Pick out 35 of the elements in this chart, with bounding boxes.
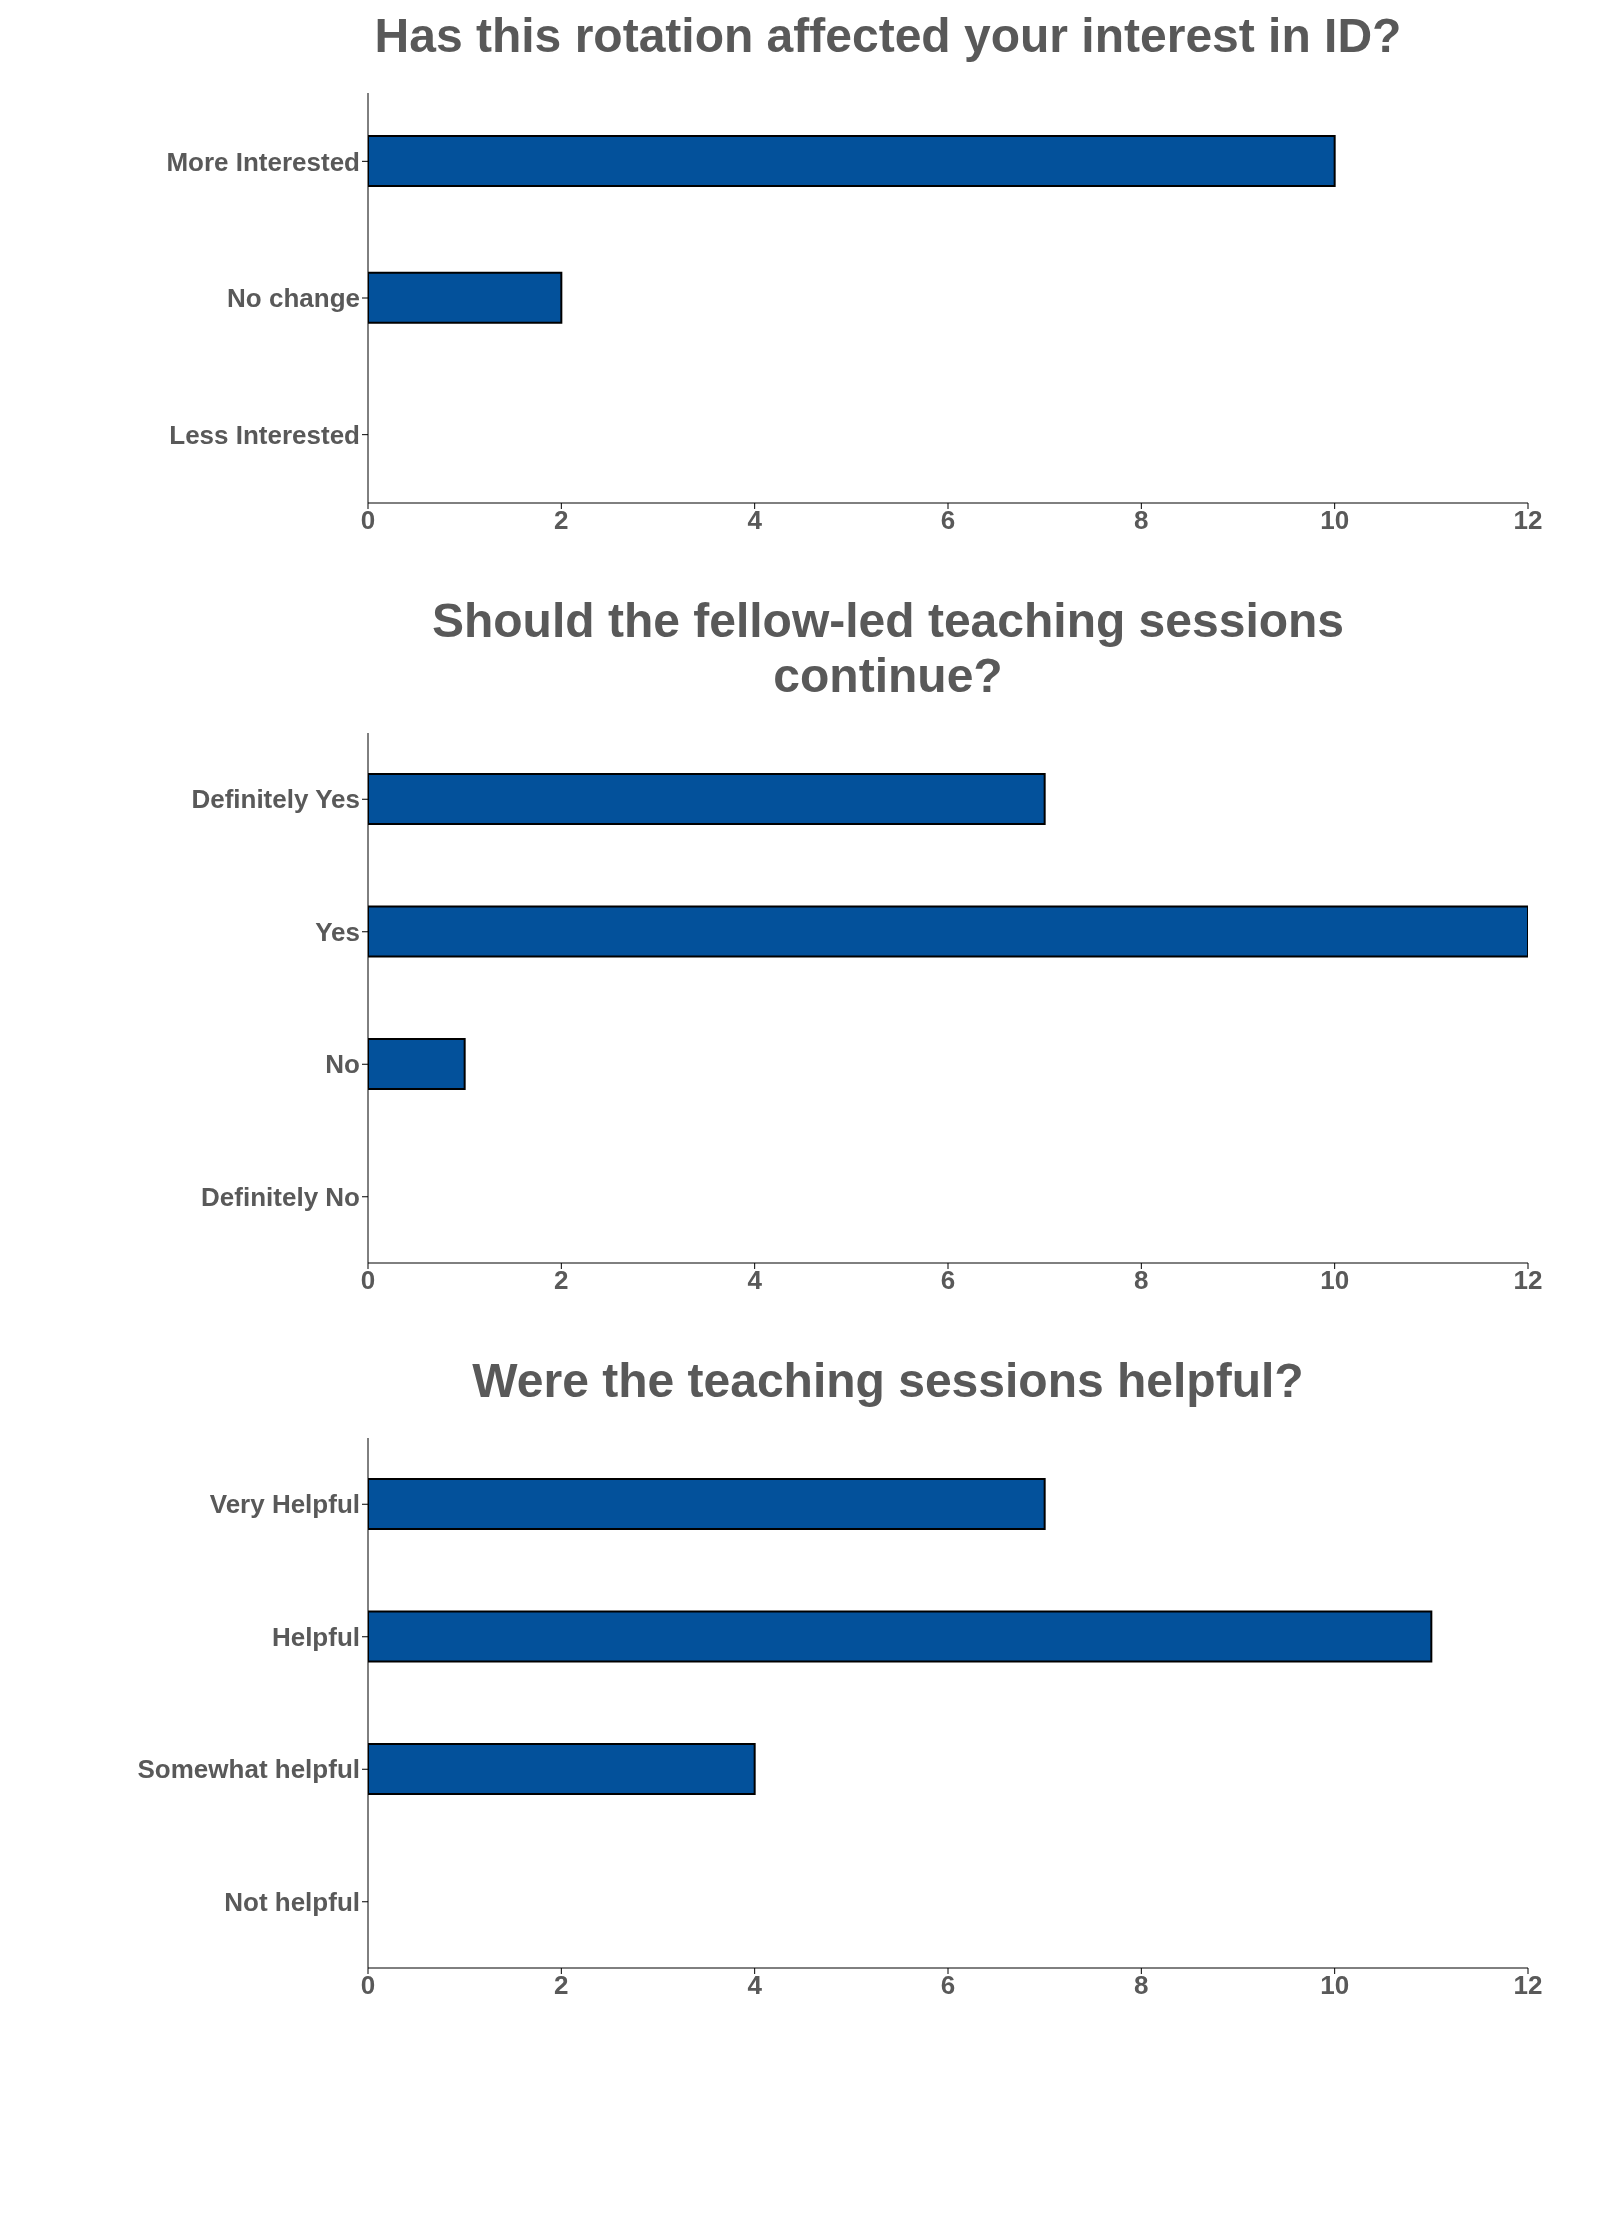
x-tick-label: 8: [1134, 505, 1149, 536]
y-tick-label: Not helpful: [224, 1886, 360, 1917]
y-tick-label: Helpful: [271, 1621, 360, 1652]
x-tick-label: 8: [1134, 1970, 1149, 2001]
x-tick-label: 0: [360, 505, 376, 536]
x-tick-label: 2: [554, 1970, 569, 2001]
x-tick-label: 2: [554, 505, 569, 536]
x-tick-label: 12: [1513, 505, 1543, 536]
x-tick-label: 4: [747, 1970, 763, 2001]
x-tick-label: 10: [1320, 1265, 1350, 1296]
x-tick-label: 8: [1134, 1265, 1149, 1296]
x-tick-label: 6: [940, 1970, 956, 2001]
y-tick-label: Very Helpful: [209, 1489, 360, 1520]
x-tick-label: 4: [747, 1265, 763, 1296]
x-tick-label: 0: [360, 1970, 376, 2001]
chart-title: Were the teaching sessions helpful?: [471, 1353, 1305, 1408]
y-tick-label: Definitely Yes: [191, 784, 360, 815]
chart-title: Should the fellow-led teaching sessions continue?: [430, 593, 1346, 703]
x-tick-label: 6: [940, 505, 956, 536]
x-tick-label: 12: [1513, 1970, 1543, 2001]
chart-title: Has this rotation affected your interest in ID?: [373, 8, 1403, 63]
x-tick-label: 12: [1513, 1265, 1543, 1296]
x-tick-label: 0: [360, 1265, 376, 1296]
y-tick-label: Somewhat helpful: [137, 1754, 360, 1785]
y-tick-label: More Interested: [166, 146, 360, 177]
x-tick-label: 10: [1320, 1970, 1350, 2001]
x-tick-label: 10: [1320, 505, 1350, 536]
y-tick-label: Less Interested: [169, 419, 360, 450]
y-tick-label: No change: [227, 283, 360, 314]
x-tick-label: 2: [554, 1265, 569, 1296]
y-tick-label: Yes: [315, 916, 360, 947]
y-tick-label: Definitely No: [201, 1181, 360, 1212]
x-tick-label: 6: [940, 1265, 956, 1296]
y-tick-label: No: [325, 1049, 360, 1080]
x-tick-label: 4: [747, 505, 763, 536]
